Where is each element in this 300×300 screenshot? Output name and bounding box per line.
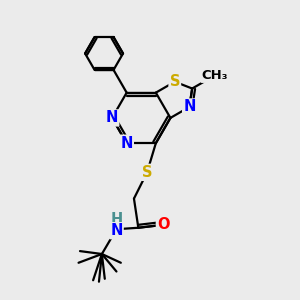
Text: N: N [183,100,196,115]
Text: S: S [142,165,152,180]
Text: O: O [157,217,169,232]
Text: S: S [169,74,180,89]
Text: N: N [106,110,118,125]
Text: N: N [110,223,123,238]
Text: H: H [110,212,123,226]
Text: CH₃: CH₃ [202,69,228,82]
Text: N: N [121,136,133,151]
